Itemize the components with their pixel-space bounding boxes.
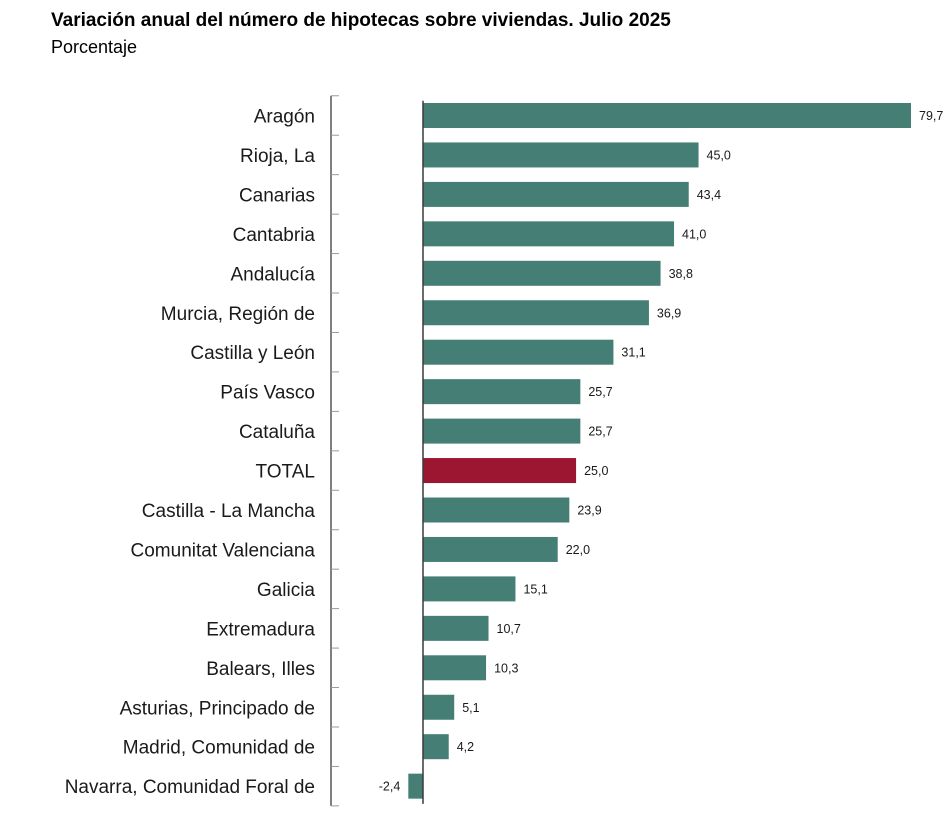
bar-navarra-comunidad-foral-de [408,773,423,799]
value-label: 79,7 [919,109,943,123]
category-label: Andalucía [230,264,315,285]
value-label: 25,7 [588,425,612,439]
category-label: Extremadura [206,619,315,640]
bars [408,103,911,799]
bar-andalucia [423,260,661,286]
value-label: 31,1 [621,346,645,360]
category-label: Navarra, Comunidad Foral de [65,777,315,798]
value-label: 22,0 [566,543,590,557]
category-label: Madrid, Comunidad de [123,738,315,759]
axes [330,95,339,807]
category-label: Canarias [239,185,315,206]
bar-aragon [423,103,911,128]
bar-murcia-region-de [423,300,649,326]
category-label: Asturias, Principado de [120,698,315,719]
category-label: TOTAL [256,462,315,483]
value-label: 38,8 [669,267,693,281]
category-label: Aragón [254,107,315,128]
value-label: 43,4 [697,188,721,202]
category-label: Cataluña [239,422,315,443]
bar-rioja-la [423,142,699,168]
value-label: 25,0 [584,464,608,478]
category-label: País Vasco [220,383,315,404]
value-label: 36,9 [657,306,681,320]
bar-castilla-y-leon [423,339,614,365]
bar-cataluna [423,418,581,444]
category-label: Balears, Illes [206,659,315,680]
category-label: Comunitat Valenciana [131,540,316,561]
chart-title: Variación anual del número de hipotecas … [51,10,671,31]
value-label: 10,3 [494,661,518,675]
bar-balears-illes [423,655,487,681]
category-label: Murcia, Región de [161,304,315,325]
value-label: 5,1 [462,701,479,715]
category-label: Cantabria [233,225,316,246]
value-label: 10,7 [497,622,521,636]
value-label: 15,1 [523,582,547,596]
category-label: Rioja, La [240,146,315,167]
bar-pais-vasco [423,379,581,405]
bar-comunitat-valenciana [423,536,558,562]
bar-galicia [423,576,516,602]
value-label: -2,4 [379,780,401,794]
bar-canarias [423,181,689,207]
chart-subtitle: Porcentaje [51,37,138,57]
bar-madrid-comunidad-de [423,734,449,760]
value-label: 4,2 [457,740,474,754]
category-labels: Aragón Rioja, La Canarias Cantabria Andalucí… [65,107,316,799]
category-label: Castilla y León [190,343,315,364]
bar-castilla-la-mancha [423,497,570,523]
bar-extremadura [423,615,489,641]
bar-asturias-principado-de [423,694,455,720]
bar-cantabria [423,221,675,247]
value-labels: 79,7 45,0 43,4 41,0 38,8 36,9 31,1 25,7 25,7 25,0… [379,109,944,794]
value-label: 25,7 [588,385,612,399]
category-label: Castilla - La Mancha [142,501,316,522]
value-label: 45,0 [707,148,731,162]
bar-total [423,458,577,484]
category-label: Galicia [257,580,316,601]
value-label: 23,9 [577,504,601,518]
value-label: 41,0 [682,227,706,241]
